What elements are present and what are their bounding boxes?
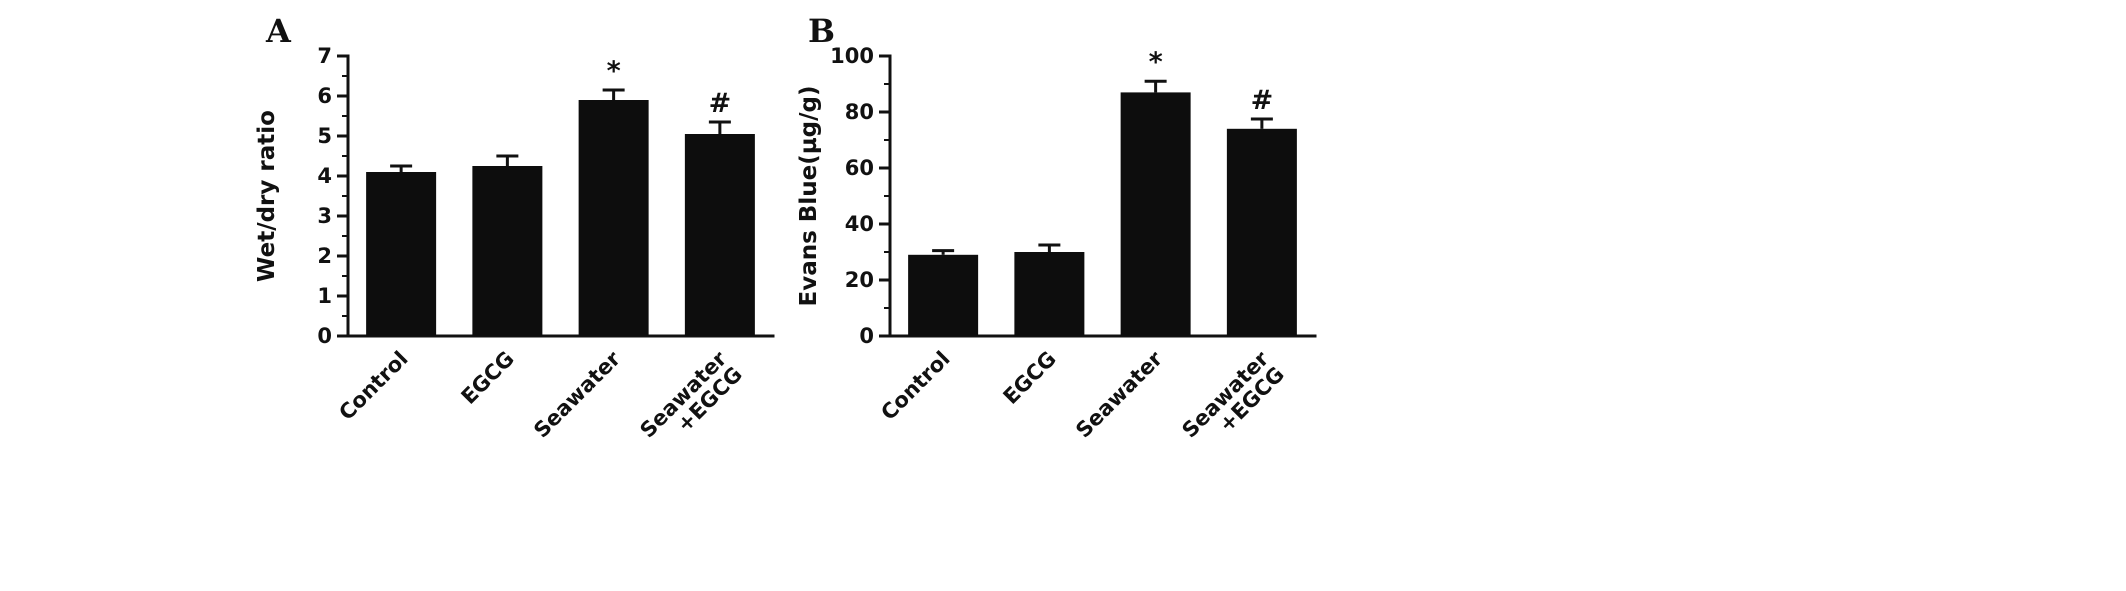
- panel-a: A 0 1 2 3 4 5 6 7 Wet/dry ratio Control EGCG * Seawa…: [248, 6, 828, 586]
- svg-text:Control: Control: [334, 347, 412, 425]
- x-tick-label: Control: [334, 347, 412, 425]
- svg-text:Seawater+EGCG: Seawater+EGCG: [635, 346, 747, 458]
- x-tick-label: EGCG: [457, 347, 519, 409]
- x-tick-label: EGCG: [999, 347, 1061, 409]
- y-tick-label: 3: [317, 204, 332, 228]
- svg-text:Seawater: Seawater: [529, 346, 625, 442]
- svg-text:EGCG: EGCG: [999, 347, 1061, 409]
- bar: [908, 254, 979, 336]
- bar-chart-wet-dry-ratio: 0 1 2 3 4 5 6 7 Wet/dry ratio Control EGCG * Seawate…: [254, 44, 775, 458]
- x-tick-label: Seawater: [1071, 346, 1167, 442]
- bar: [1120, 92, 1191, 337]
- panel-b-label: B: [808, 12, 836, 50]
- y-axis-title: Evans Blue(µg/g): [796, 86, 822, 307]
- y-tick-label: 0: [859, 324, 874, 348]
- y-tick-label: 1: [317, 284, 332, 308]
- significance-marker: *: [607, 56, 621, 87]
- bar: [578, 100, 649, 336]
- bar: [1226, 128, 1297, 336]
- y-tick-label: 20: [845, 268, 874, 292]
- bar: [472, 166, 543, 336]
- panel-a-label: A: [266, 12, 291, 50]
- x-tick-label: Seawater+EGCG: [1177, 346, 1289, 458]
- y-tick-label: 6: [317, 84, 332, 108]
- bar-chart-evans-blue: 0 20 40 60 80 100 Evans Blue(µg/g) Control EGCG *…: [796, 44, 1317, 458]
- x-tick-label: Control: [876, 347, 954, 425]
- significance-marker: #: [709, 88, 732, 119]
- y-tick-label: 0: [317, 324, 332, 348]
- x-tick-label: Seawater: [529, 346, 625, 442]
- x-tick-label: Seawater+EGCG: [635, 346, 747, 458]
- y-tick-label: 100: [830, 44, 874, 68]
- bar: [684, 134, 755, 336]
- y-tick-label: 2: [317, 244, 332, 268]
- y-tick-label: 7: [317, 44, 332, 68]
- svg-text:Control: Control: [876, 347, 954, 425]
- significance-marker: *: [1149, 47, 1163, 78]
- y-tick-label: 4: [317, 164, 332, 188]
- significance-marker: #: [1251, 85, 1274, 116]
- panel-b: B 0 20 40 60 80 100 Evans Blue(µg/g) Control EGC…: [790, 6, 1370, 586]
- svg-text:Seawater: Seawater: [1071, 346, 1167, 442]
- y-axis-title: Wet/dry ratio: [254, 110, 280, 282]
- y-tick-label: 5: [317, 124, 332, 148]
- bar: [366, 172, 437, 336]
- bar: [1014, 252, 1085, 336]
- y-tick-label: 60: [845, 156, 874, 180]
- svg-text:EGCG: EGCG: [457, 347, 519, 409]
- y-tick-label: 40: [845, 212, 874, 236]
- y-tick-label: 80: [845, 100, 874, 124]
- svg-text:Seawater+EGCG: Seawater+EGCG: [1177, 346, 1289, 458]
